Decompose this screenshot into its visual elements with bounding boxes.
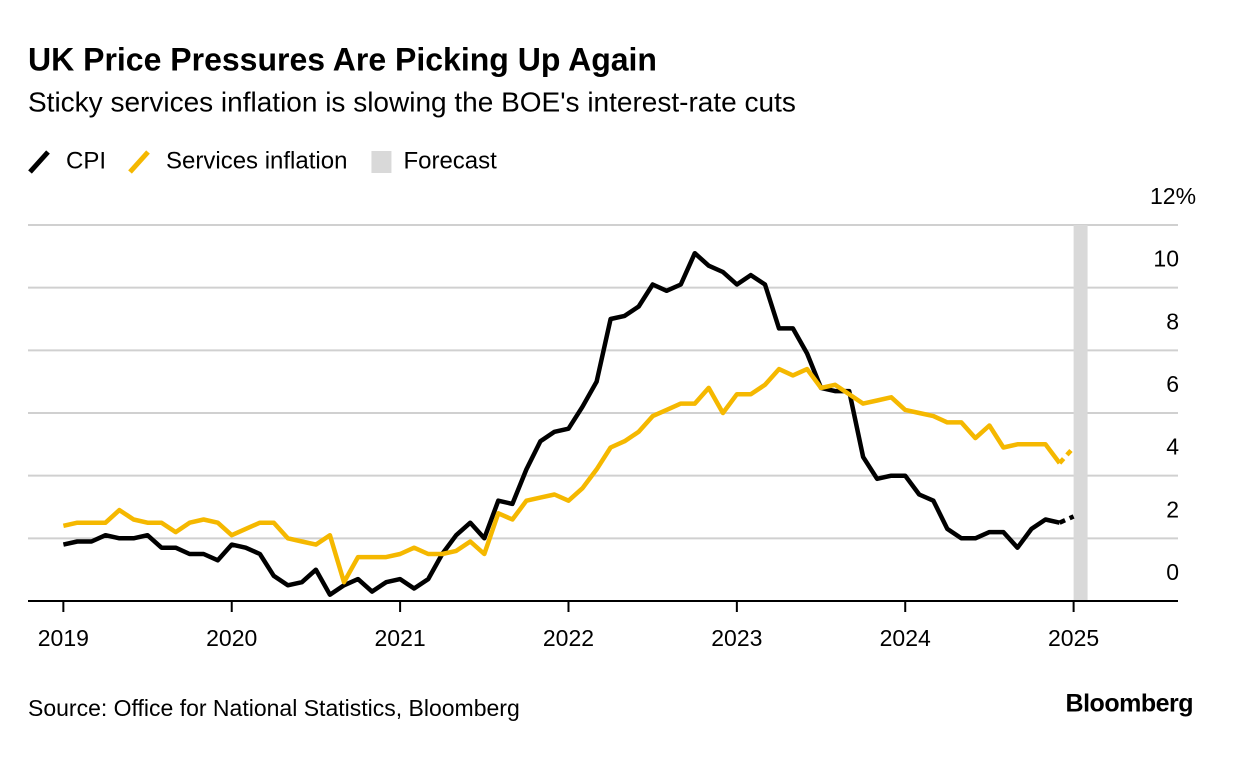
x-tick-label: 2020 (206, 625, 257, 651)
legend-swatch (28, 150, 50, 174)
y-tick-label: 4 (1166, 434, 1179, 460)
x-tick-label: 2022 (543, 625, 594, 651)
y-tick-label: 12% (1150, 183, 1196, 209)
y-tick-label: 0 (1166, 559, 1179, 585)
logo: Bloomberg (1066, 690, 1193, 718)
forecast-line (1057, 445, 1076, 465)
legend-label: Forecast (403, 147, 497, 174)
y-tick-label: 8 (1166, 308, 1179, 334)
series-line (62, 250, 1061, 597)
x-tick-label: 2023 (711, 625, 762, 651)
x-tick-label: 2021 (375, 625, 426, 651)
legend-label: Services inflation (166, 147, 347, 174)
x-tick-label: 2024 (880, 625, 931, 651)
forecast-band (1073, 225, 1088, 601)
y-tick-label: 6 (1166, 371, 1179, 397)
y-tick-label: 2 (1166, 496, 1179, 522)
legend-swatch (371, 151, 392, 173)
legend-label: CPI (66, 147, 106, 174)
x-tick-label: 2025 (1048, 625, 1099, 651)
source-note: Source: Office for National Statistics, … (28, 695, 520, 721)
legend-swatch (128, 150, 150, 174)
chart-subtitle: Sticky services inflation is slowing the… (28, 86, 796, 117)
chart-title: UK Price Pressures Are Picking Up Again (28, 41, 657, 77)
forecast-line (1058, 514, 1075, 525)
y-tick-label: 10 (1153, 246, 1179, 272)
series-line (62, 366, 1062, 585)
x-tick-label: 2019 (38, 625, 89, 651)
